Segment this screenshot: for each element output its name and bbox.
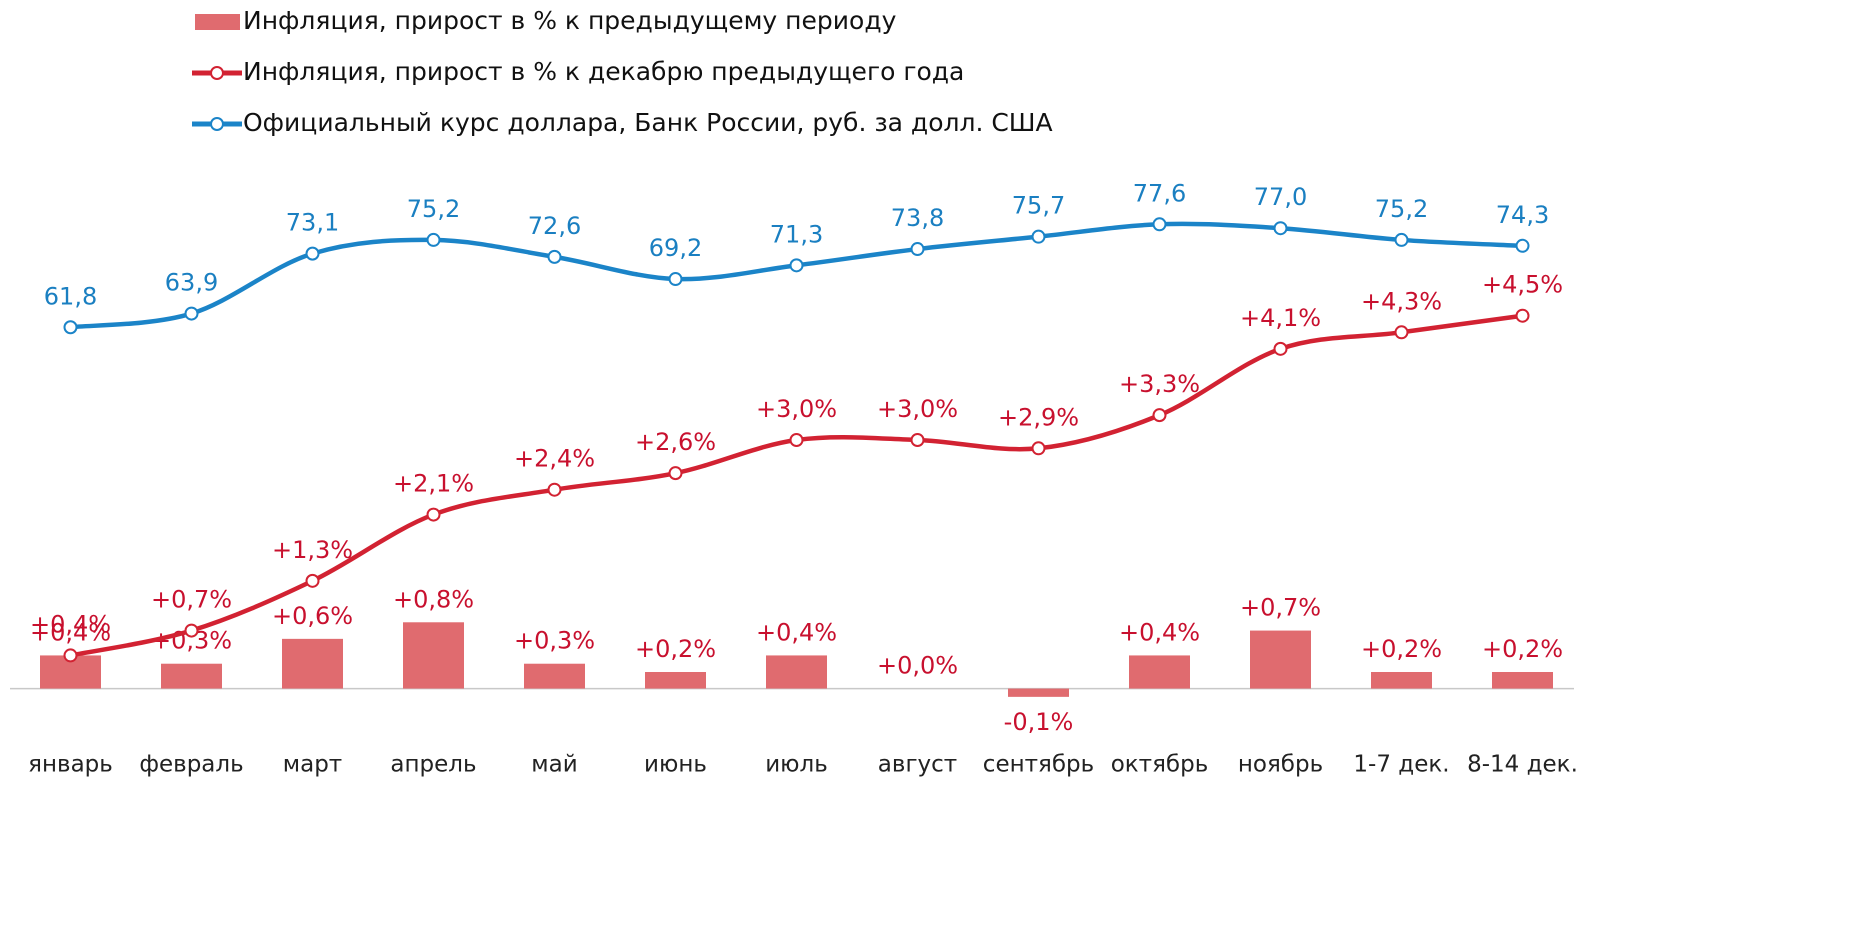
line-marker: [1273, 341, 1288, 356]
line-value-label: +4,1%: [1240, 304, 1321, 332]
legend-label: Инфляция, прирост в % к декабрю предыдущ…: [243, 57, 964, 86]
bar: [1371, 672, 1432, 689]
line-value-label: +0,7%: [151, 586, 232, 614]
bar: [766, 655, 827, 689]
line-value-label: +0,4%: [30, 610, 111, 638]
line-value-label: +2,1%: [393, 470, 474, 498]
line-marker: [1152, 217, 1167, 232]
line-marker: [910, 433, 925, 447]
bar-value-label: -0,1%: [1004, 708, 1074, 736]
x-tick-label: июнь: [644, 752, 707, 778]
line-marker: [184, 306, 199, 321]
x-tick-label: июль: [765, 752, 828, 778]
line-marker: [1515, 238, 1530, 253]
x-tick-label: ноябрь: [1238, 752, 1323, 778]
x-tick-label: 8-14 дек.: [1467, 752, 1578, 778]
line-value-label: +2,9%: [998, 403, 1079, 431]
line-value-label: 75,2: [407, 195, 460, 223]
line-value-label: 73,8: [891, 204, 944, 232]
bar-value-label: +0,2%: [1482, 635, 1563, 663]
legend-label: Инфляция, прирост в % к предыдущему пери…: [243, 6, 897, 35]
line-marker: [1394, 325, 1409, 340]
line-value-label: +3,0%: [756, 395, 837, 423]
x-tick-label: август: [878, 752, 957, 778]
line-marker: [426, 507, 441, 522]
line-marker: [305, 246, 320, 261]
legend-marker: [210, 117, 224, 131]
bar-value-label: +0,4%: [1119, 618, 1200, 646]
legend-marker: [210, 66, 224, 80]
bar-value-label: +0,4%: [756, 618, 837, 646]
x-tick-label: май: [531, 752, 577, 778]
line-marker: [1273, 221, 1288, 236]
line-value-label: 75,2: [1375, 195, 1428, 223]
line-marker: [1515, 308, 1530, 323]
line-marker: [789, 433, 804, 447]
line-marker: [63, 648, 78, 663]
x-tick-label: январь: [28, 752, 113, 778]
bar: [1250, 630, 1311, 689]
line-marker: [63, 320, 78, 335]
line-value-label: +2,4%: [514, 445, 595, 473]
line-value-label: +4,5%: [1482, 271, 1563, 299]
bar-value-label: +0,4%: [30, 618, 111, 646]
line-marker: [910, 242, 925, 257]
line-value-label: 73,1: [286, 209, 339, 237]
x-tick-label: февраль: [139, 752, 243, 778]
bar: [524, 663, 585, 689]
line-value-label: +3,3%: [1119, 370, 1200, 398]
line-marker: [547, 482, 562, 497]
line-marker: [1031, 441, 1046, 456]
x-tick-label: 1-7 дек.: [1353, 752, 1449, 778]
line-marker: [184, 623, 199, 638]
bar: [1492, 672, 1553, 689]
bar-value-label: +0,3%: [514, 627, 595, 655]
bar-value-label: +0,2%: [635, 635, 716, 663]
line-marker: [1394, 232, 1409, 247]
bar-value-label: +0,6%: [272, 602, 353, 630]
line-value-label: 74,3: [1496, 201, 1549, 229]
bar: [1129, 655, 1190, 689]
legend-label: Официальный курс доллара, Банк России, р…: [243, 108, 1053, 137]
line-marker: [668, 272, 683, 287]
line-value-label: +4,3%: [1361, 287, 1442, 315]
line-value-label: 63,9: [165, 269, 218, 297]
bar: [645, 672, 706, 689]
legend-swatch: [195, 14, 240, 30]
line-marker: [426, 232, 441, 247]
line-value-label: 61,8: [44, 282, 97, 310]
line-marker: [668, 466, 683, 481]
line-marker: [305, 573, 320, 588]
line-value-label: 77,6: [1133, 179, 1186, 207]
bar-value-label: +0,7%: [1240, 594, 1321, 622]
bar-value-label: +0,8%: [393, 585, 474, 613]
x-tick-label: сентябрь: [983, 752, 1094, 778]
line-marker: [789, 258, 804, 273]
line-value-label: 75,7: [1012, 192, 1065, 220]
x-tick-label: апрель: [390, 752, 476, 778]
line-marker: [547, 249, 562, 264]
bar: [403, 622, 464, 689]
x-tick-label: март: [283, 752, 342, 778]
line-value-label: +1,3%: [272, 536, 353, 564]
line-marker: [1152, 408, 1167, 423]
line-value-label: +3,0%: [877, 395, 958, 423]
bar-value-label: +0,0%: [877, 652, 958, 680]
bar: [161, 663, 222, 689]
line-value-label: +2,6%: [635, 428, 716, 456]
line-value-label: 71,3: [770, 220, 823, 248]
line-value-label: 77,0: [1254, 183, 1307, 211]
bar-value-label: +0,2%: [1361, 635, 1442, 663]
line-value-label: 69,2: [649, 234, 702, 262]
bar: [1008, 688, 1069, 697]
bar: [282, 638, 343, 689]
line-marker: [1031, 229, 1046, 244]
line-value-label: 72,6: [528, 212, 581, 240]
x-tick-label: октябрь: [1111, 752, 1209, 778]
